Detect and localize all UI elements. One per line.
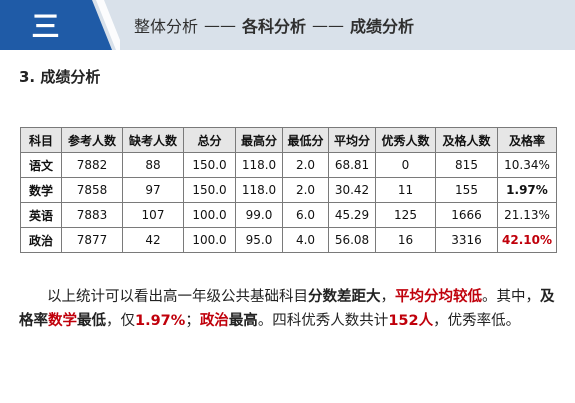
table-row: 政治 7877 42 100.0 95.0 4.0 56.08 16 3316 … <box>20 227 557 253</box>
table-cell: 0 <box>375 152 436 178</box>
breadcrumb-overall: 整体分析 <box>134 17 199 36</box>
summary-text: ，优秀率低。 <box>433 313 521 329</box>
summary-highlight: 数学 <box>48 313 77 329</box>
breadcrumb-scores: 成绩分析 <box>350 17 415 36</box>
table-cell: 100.0 <box>183 202 236 228</box>
table-cell: 数学 <box>20 177 62 203</box>
col-header: 科目 <box>20 127 62 153</box>
table-cell: 815 <box>435 152 498 178</box>
table-cell: 11 <box>375 177 436 203</box>
summary-paragraph: 以上统计可以看出高一年级公共基础科目分数差距大，平均分均较低。其中，及格率数学最… <box>19 285 559 333</box>
table-cell: 7883 <box>61 202 123 228</box>
table-cell: 英语 <box>20 202 62 228</box>
table-cell: 7882 <box>61 152 123 178</box>
table-cell: 7877 <box>61 227 123 253</box>
col-header: 平均分 <box>328 127 376 153</box>
table-cell: 4.0 <box>282 227 329 253</box>
breadcrumb-subjects: 各科分析 <box>242 17 307 36</box>
col-header: 及格人数 <box>435 127 498 153</box>
summary-text: 。其中， <box>482 289 540 305</box>
table-cell: 6.0 <box>282 202 329 228</box>
col-header: 缺考人数 <box>122 127 184 153</box>
table-cell: 30.42 <box>328 177 376 203</box>
summary-highlight: 政治 <box>199 313 229 329</box>
table-cell: 语文 <box>20 152 62 178</box>
pass-rate-lowest: 1.97% <box>497 177 557 203</box>
badge-number: 三 <box>31 10 61 43</box>
summary-highlight: 平均分均较低 <box>395 289 482 305</box>
breadcrumb-separator: —— <box>204 15 237 35</box>
summary-text: ，仅 <box>106 313 135 329</box>
summary-emphasis: 最低 <box>77 313 106 329</box>
table-header-row: 科目 参考人数 缺考人数 总分 最高分 最低分 平均分 优秀人数 及格人数 及格… <box>20 127 557 153</box>
summary-text: ； <box>185 313 200 329</box>
table-cell: 118.0 <box>235 152 283 178</box>
table-row: 英语 7883 107 100.0 99.0 6.0 45.29 125 166… <box>20 202 557 228</box>
col-header: 参考人数 <box>61 127 123 153</box>
table-cell: 100.0 <box>183 227 236 253</box>
table-cell: 2.0 <box>282 177 329 203</box>
table-cell: 45.29 <box>328 202 376 228</box>
table-cell: 99.0 <box>235 202 283 228</box>
table-cell: 95.0 <box>235 227 283 253</box>
table-cell: 107 <box>122 202 184 228</box>
summary-emphasis: 最高 <box>228 313 258 329</box>
col-header: 最低分 <box>282 127 329 153</box>
table-cell: 125 <box>375 202 436 228</box>
table-row: 数学 7858 97 150.0 118.0 2.0 30.42 11 155 … <box>20 177 557 203</box>
table-cell: 21.13% <box>497 202 557 228</box>
table-cell: 16 <box>375 227 436 253</box>
summary-text: 。四科优秀人数共计 <box>257 313 389 329</box>
table-cell: 10.34% <box>497 152 557 178</box>
score-table: 科目 参考人数 缺考人数 总分 最高分 最低分 平均分 优秀人数 及格人数 及格… <box>20 127 557 253</box>
table-cell: 150.0 <box>183 152 236 178</box>
col-header: 最高分 <box>235 127 283 153</box>
table-cell: 1666 <box>435 202 498 228</box>
summary-text: 以上统计可以看出高一年级公共基础科目 <box>47 289 308 305</box>
section-title: 3. 成绩分析 <box>19 68 101 86</box>
badge-shape <box>0 0 120 50</box>
table-cell: 42 <box>122 227 184 253</box>
table-cell: 97 <box>122 177 184 203</box>
table-cell: 68.81 <box>328 152 376 178</box>
table-cell: 2.0 <box>282 152 329 178</box>
section-badge: 三 <box>0 0 120 50</box>
table-cell: 3316 <box>435 227 498 253</box>
col-header: 优秀人数 <box>375 127 436 153</box>
col-header: 总分 <box>183 127 236 153</box>
breadcrumb-separator: —— <box>312 15 345 35</box>
summary-emphasis: 及格率 <box>19 289 555 329</box>
pass-rate-highest: 42.10% <box>497 227 557 253</box>
summary-emphasis: 分数差距大 <box>308 289 381 305</box>
table-cell: 118.0 <box>235 177 283 203</box>
summary-highlight: 1.97% <box>135 313 186 329</box>
table-row: 语文 7882 88 150.0 118.0 2.0 68.81 0 815 1… <box>20 152 557 178</box>
table-cell: 政治 <box>20 227 62 253</box>
table-cell: 155 <box>435 177 498 203</box>
table-cell: 150.0 <box>183 177 236 203</box>
summary-text: ， <box>380 289 396 305</box>
table-cell: 7858 <box>61 177 123 203</box>
col-header: 及格率 <box>497 127 557 153</box>
table-cell: 56.08 <box>328 227 376 253</box>
summary-highlight: 152人 <box>388 313 434 329</box>
table-cell: 88 <box>122 152 184 178</box>
breadcrumb: 整体分析 —— 各科分析 —— 成绩分析 <box>134 13 414 37</box>
